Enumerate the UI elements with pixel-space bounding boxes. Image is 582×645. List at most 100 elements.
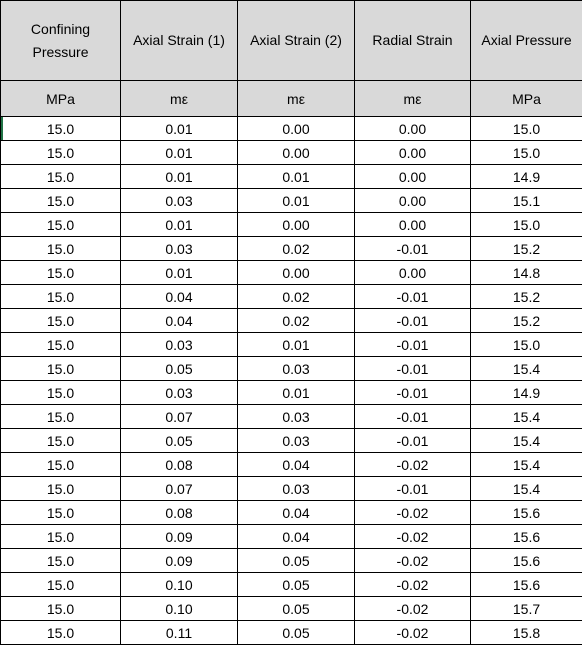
- axial-strain-1-cell[interactable]: 0.03: [121, 333, 238, 357]
- axial-strain-2-cell[interactable]: 0.04: [238, 453, 355, 477]
- axial-strain-2-cell[interactable]: 0.00: [238, 141, 355, 165]
- axial-strain-2-cell[interactable]: 0.03: [238, 477, 355, 501]
- radial-strain-cell[interactable]: -0.01: [355, 309, 471, 333]
- radial-strain-cell[interactable]: -0.02: [355, 573, 471, 597]
- axial-strain-2-cell[interactable]: 0.00: [238, 213, 355, 237]
- axial-strain-2-cell[interactable]: 0.05: [238, 621, 355, 645]
- radial-strain-cell[interactable]: 0.00: [355, 189, 471, 213]
- axial-strain-1-cell[interactable]: 0.04: [121, 309, 238, 333]
- axial-strain-1-cell[interactable]: 0.07: [121, 477, 238, 501]
- axial-strain-2-cell[interactable]: 0.03: [238, 405, 355, 429]
- confining-pressure-cell[interactable]: 15.0: [1, 597, 121, 621]
- radial-strain-cell[interactable]: 0.00: [355, 213, 471, 237]
- axial-strain-2-cell[interactable]: 0.04: [238, 525, 355, 549]
- axial-strain-2-cell[interactable]: 0.04: [238, 501, 355, 525]
- confining-pressure-cell[interactable]: 15.0: [1, 309, 121, 333]
- axial-strain-2-cell[interactable]: 0.03: [238, 357, 355, 381]
- axial-strain-1-cell[interactable]: 0.09: [121, 549, 238, 573]
- header-confining-pressure[interactable]: Confining Pressure: [1, 1, 121, 81]
- confining-pressure-cell[interactable]: 15.0: [1, 405, 121, 429]
- radial-strain-cell[interactable]: -0.02: [355, 549, 471, 573]
- confining-pressure-cell[interactable]: 15.0: [1, 117, 121, 141]
- radial-strain-cell[interactable]: -0.01: [355, 285, 471, 309]
- axial-strain-1-cell[interactable]: 0.08: [121, 501, 238, 525]
- axial-strain-2-cell[interactable]: 0.01: [238, 165, 355, 189]
- confining-pressure-cell[interactable]: 15.0: [1, 381, 121, 405]
- axial-pressure-cell[interactable]: 15.7: [471, 597, 582, 621]
- axial-pressure-cell[interactable]: 15.0: [471, 213, 582, 237]
- header-axial-strain-1[interactable]: Axial Strain (1): [121, 1, 238, 81]
- axial-strain-2-cell[interactable]: 0.05: [238, 597, 355, 621]
- confining-pressure-cell[interactable]: 15.0: [1, 261, 121, 285]
- radial-strain-cell[interactable]: -0.01: [355, 333, 471, 357]
- axial-strain-1-cell[interactable]: 0.07: [121, 405, 238, 429]
- radial-strain-cell[interactable]: -0.01: [355, 429, 471, 453]
- axial-strain-2-cell[interactable]: 0.01: [238, 333, 355, 357]
- radial-strain-cell[interactable]: -0.01: [355, 357, 471, 381]
- radial-strain-cell[interactable]: -0.01: [355, 405, 471, 429]
- axial-pressure-cell[interactable]: 15.4: [471, 429, 582, 453]
- axial-strain-1-cell[interactable]: 0.09: [121, 525, 238, 549]
- radial-strain-cell[interactable]: 0.00: [355, 141, 471, 165]
- axial-strain-1-cell[interactable]: 0.08: [121, 453, 238, 477]
- unit-radial-strain[interactable]: mε: [355, 81, 471, 117]
- header-axial-pressure[interactable]: Axial Pressure: [471, 1, 582, 81]
- radial-strain-cell[interactable]: -0.02: [355, 453, 471, 477]
- radial-strain-cell[interactable]: 0.00: [355, 261, 471, 285]
- axial-pressure-cell[interactable]: 14.9: [471, 165, 582, 189]
- radial-strain-cell[interactable]: 0.00: [355, 165, 471, 189]
- radial-strain-cell[interactable]: -0.02: [355, 621, 471, 645]
- confining-pressure-cell[interactable]: 15.0: [1, 213, 121, 237]
- axial-strain-2-cell[interactable]: 0.01: [238, 381, 355, 405]
- confining-pressure-cell[interactable]: 15.0: [1, 525, 121, 549]
- header-axial-strain-2[interactable]: Axial Strain (2): [238, 1, 355, 81]
- unit-axial-strain-2[interactable]: mε: [238, 81, 355, 117]
- radial-strain-cell[interactable]: 0.00: [355, 117, 471, 141]
- confining-pressure-cell[interactable]: 15.0: [1, 621, 121, 645]
- axial-strain-1-cell[interactable]: 0.10: [121, 573, 238, 597]
- radial-strain-cell[interactable]: -0.02: [355, 597, 471, 621]
- confining-pressure-cell[interactable]: 15.0: [1, 501, 121, 525]
- axial-pressure-cell[interactable]: 15.1: [471, 189, 582, 213]
- axial-strain-2-cell[interactable]: 0.05: [238, 573, 355, 597]
- axial-pressure-cell[interactable]: 15.4: [471, 357, 582, 381]
- axial-strain-1-cell[interactable]: 0.01: [121, 141, 238, 165]
- confining-pressure-cell[interactable]: 15.0: [1, 285, 121, 309]
- axial-pressure-cell[interactable]: 15.8: [471, 621, 582, 645]
- axial-strain-2-cell[interactable]: 0.00: [238, 117, 355, 141]
- radial-strain-cell[interactable]: -0.01: [355, 477, 471, 501]
- axial-strain-1-cell[interactable]: 0.01: [121, 261, 238, 285]
- axial-pressure-cell[interactable]: 15.0: [471, 141, 582, 165]
- confining-pressure-cell[interactable]: 15.0: [1, 357, 121, 381]
- axial-strain-1-cell[interactable]: 0.05: [121, 429, 238, 453]
- radial-strain-cell[interactable]: -0.01: [355, 381, 471, 405]
- axial-strain-1-cell[interactable]: 0.03: [121, 381, 238, 405]
- axial-pressure-cell[interactable]: 15.6: [471, 573, 582, 597]
- axial-pressure-cell[interactable]: 15.4: [471, 477, 582, 501]
- confining-pressure-cell[interactable]: 15.0: [1, 237, 121, 261]
- axial-pressure-cell[interactable]: 15.4: [471, 453, 582, 477]
- axial-pressure-cell[interactable]: 15.2: [471, 237, 582, 261]
- axial-pressure-cell[interactable]: 15.2: [471, 309, 582, 333]
- axial-strain-1-cell[interactable]: 0.01: [121, 117, 238, 141]
- axial-pressure-cell[interactable]: 15.0: [471, 117, 582, 141]
- unit-axial-pressure[interactable]: MPa: [471, 81, 582, 117]
- radial-strain-cell[interactable]: -0.02: [355, 525, 471, 549]
- unit-confining-pressure[interactable]: MPa: [1, 81, 121, 117]
- axial-strain-2-cell[interactable]: 0.01: [238, 189, 355, 213]
- axial-strain-1-cell[interactable]: 0.11: [121, 621, 238, 645]
- confining-pressure-cell[interactable]: 15.0: [1, 549, 121, 573]
- axial-strain-2-cell[interactable]: 0.02: [238, 237, 355, 261]
- axial-pressure-cell[interactable]: 15.4: [471, 405, 582, 429]
- radial-strain-cell[interactable]: -0.02: [355, 501, 471, 525]
- axial-strain-2-cell[interactable]: 0.05: [238, 549, 355, 573]
- axial-strain-1-cell[interactable]: 0.05: [121, 357, 238, 381]
- axial-strain-2-cell[interactable]: 0.03: [238, 429, 355, 453]
- axial-strain-1-cell[interactable]: 0.01: [121, 165, 238, 189]
- axial-pressure-cell[interactable]: 14.8: [471, 261, 582, 285]
- confining-pressure-cell[interactable]: 15.0: [1, 189, 121, 213]
- axial-strain-1-cell[interactable]: 0.04: [121, 285, 238, 309]
- axial-strain-1-cell[interactable]: 0.03: [121, 189, 238, 213]
- axial-pressure-cell[interactable]: 15.2: [471, 285, 582, 309]
- unit-axial-strain-1[interactable]: mε: [121, 81, 238, 117]
